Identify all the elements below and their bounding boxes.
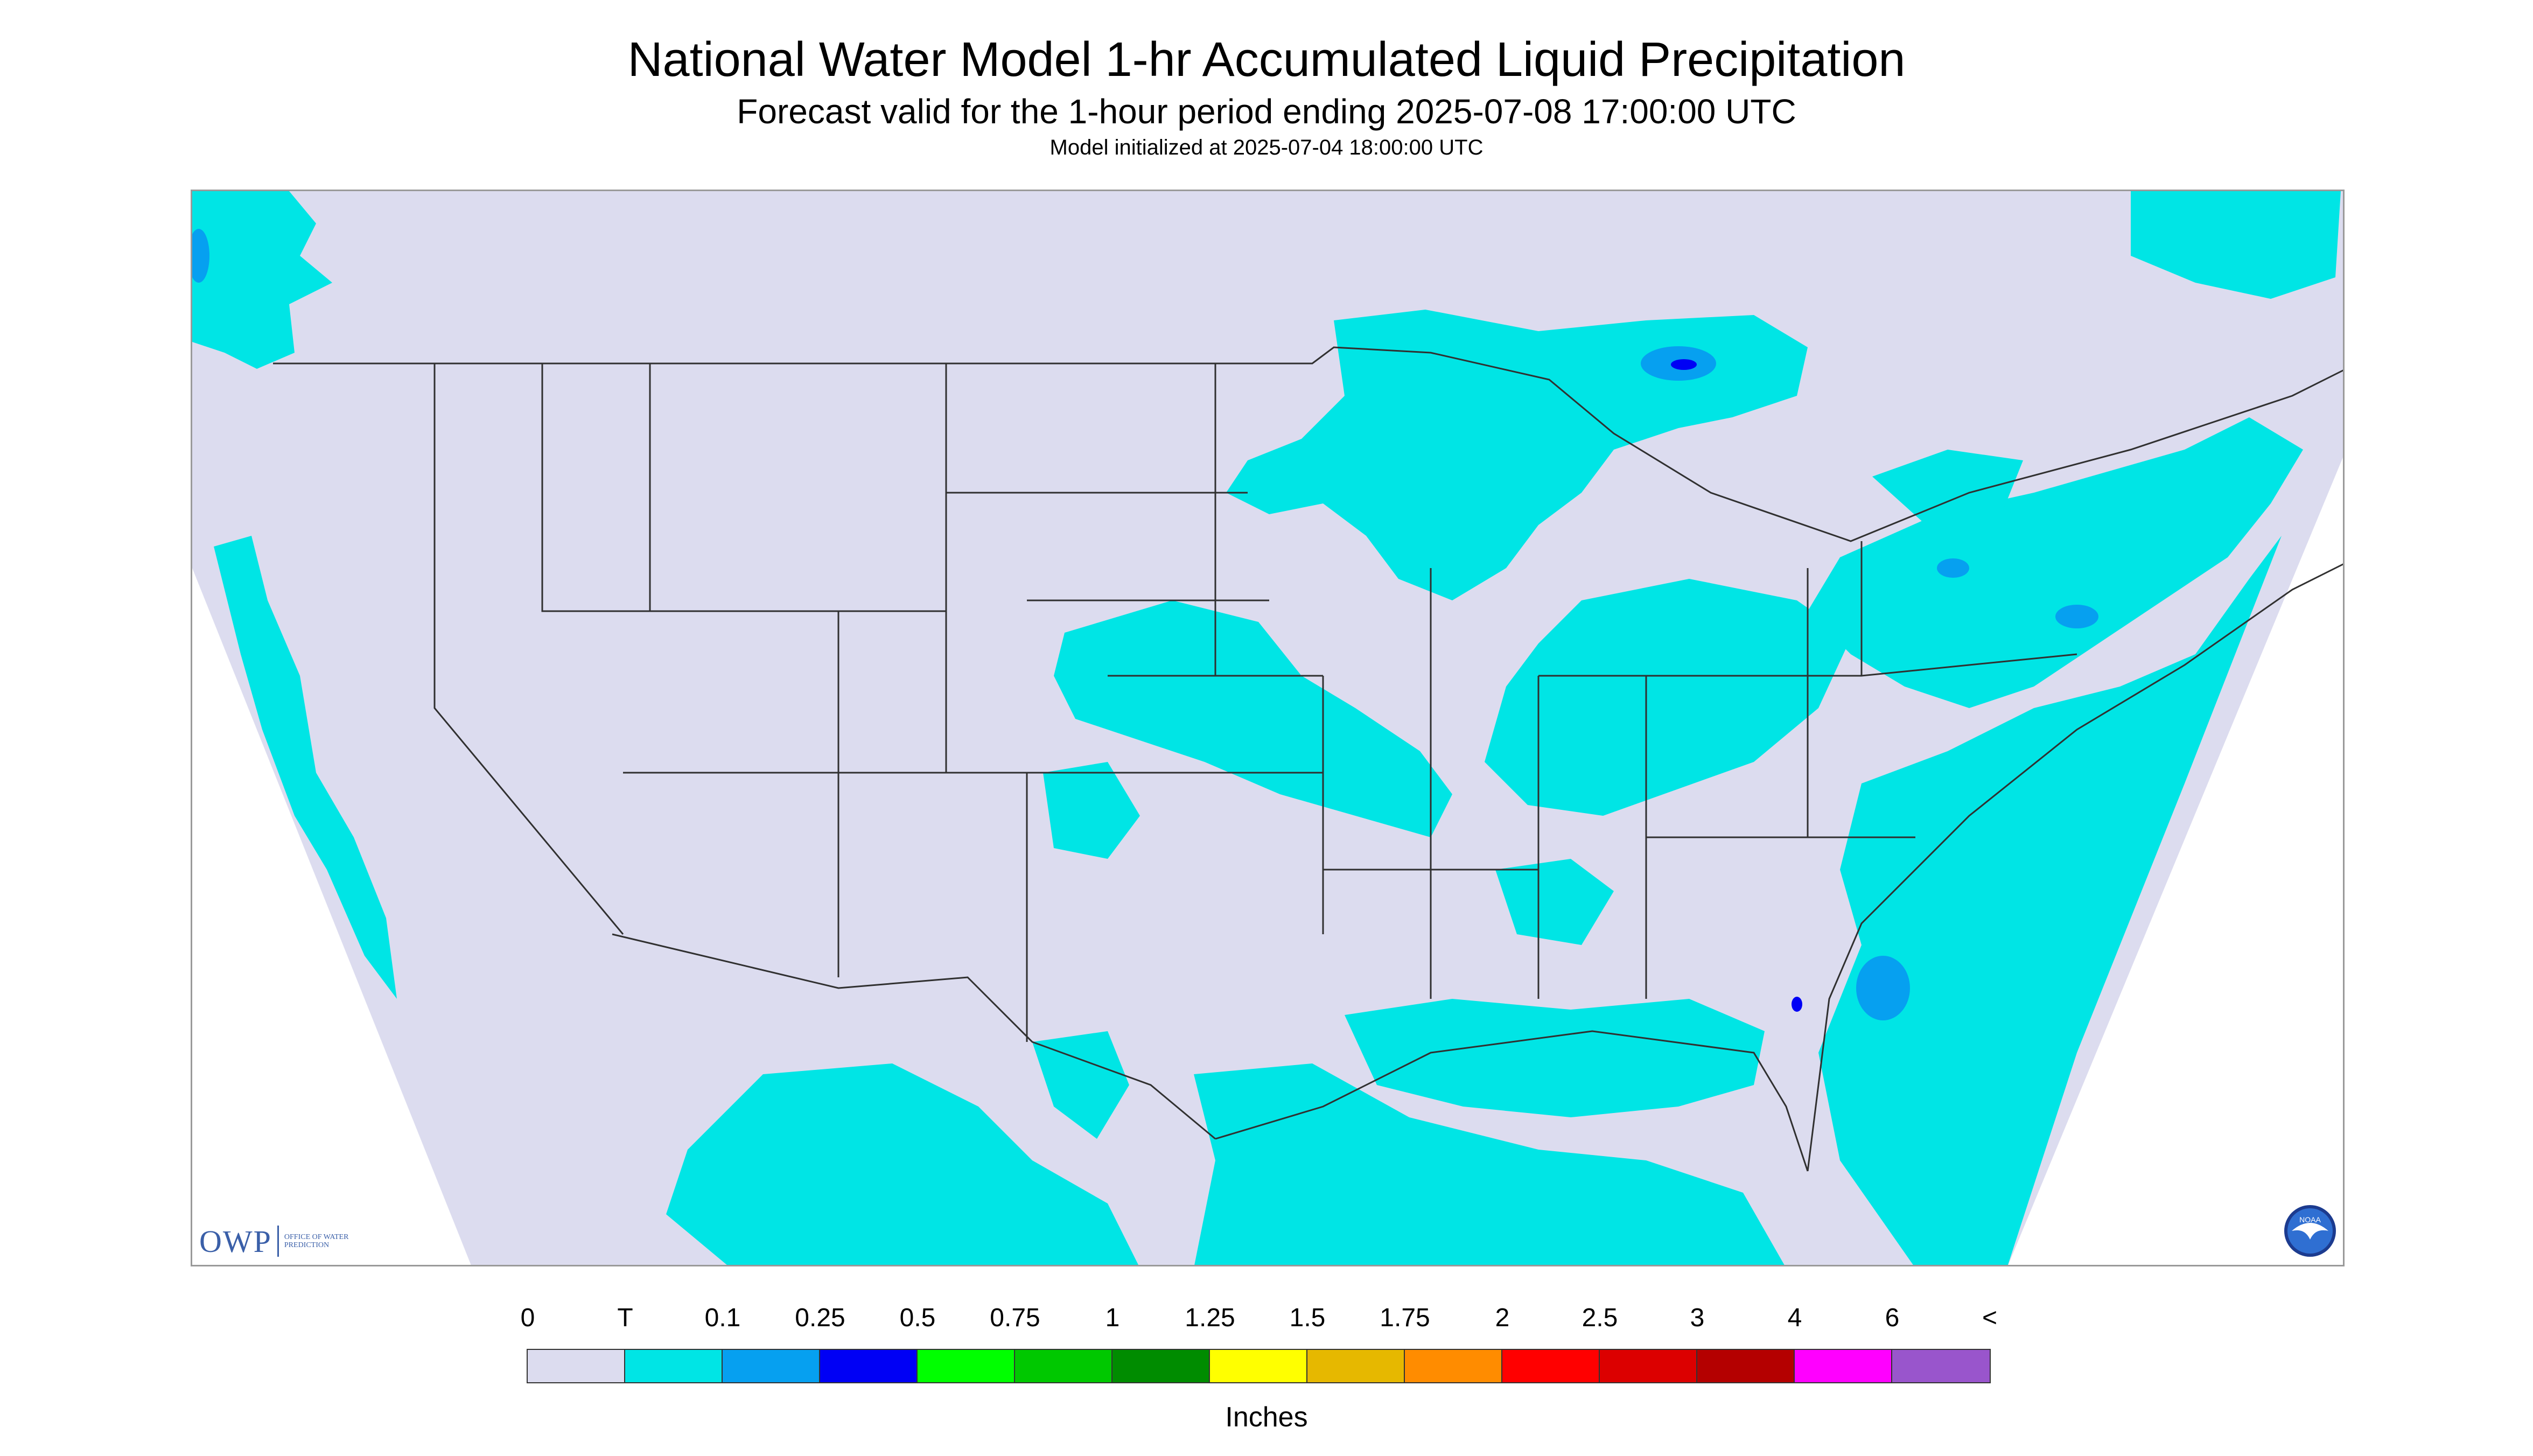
precipitation-map[interactable]: [191, 190, 2345, 1266]
legend-tick-label: <: [1982, 1304, 1998, 1332]
noaa-logo-text: NOAA: [2299, 1215, 2321, 1224]
legend-tick-label: 1: [1105, 1304, 1120, 1332]
noaa-logo-gull: [2292, 1223, 2328, 1240]
legend-units-label: Inches: [1225, 1402, 1308, 1433]
coastline-atlantic: [1807, 563, 2343, 1172]
precip-spot-pacific-nw: [192, 229, 209, 283]
precip-spot-atlantic: [1856, 956, 1910, 1020]
precip-area-west-coast: [214, 536, 397, 999]
moderate-precip-areas: [192, 229, 2098, 1020]
legend-swatch: [625, 1350, 723, 1382]
legend-tick-label: 1.25: [1185, 1304, 1235, 1332]
legend-tick-label: 0.5: [899, 1304, 936, 1332]
precip-spot-ohio: [1937, 558, 1969, 578]
legend-tick-label: 0.75: [990, 1304, 1040, 1332]
precip-area-gulf: [1345, 999, 1765, 1117]
border-us-mexico: [612, 933, 1216, 1140]
owp-logo-divider: [277, 1226, 279, 1257]
legend-tick-label: 1.5: [1289, 1304, 1326, 1332]
precip-area-atlantic: [1818, 536, 2282, 1265]
legend-tick-label: 2.5: [1582, 1304, 1618, 1332]
legend-swatch: [1405, 1350, 1502, 1382]
legend-tick-label: 2: [1495, 1304, 1510, 1332]
legend-tick-label: 0.1: [704, 1304, 741, 1332]
map-title: National Water Model 1-hr Accumulated Li…: [627, 33, 1906, 87]
model-init-label: Model initialized at 2025-07-04 18:00:00…: [1049, 136, 1484, 159]
border-state-west-1: [433, 363, 624, 935]
legend-swatch: [1697, 1350, 1795, 1382]
noaa-logo-icon: NOAA: [2284, 1205, 2336, 1257]
legend-tick-label: 0: [520, 1304, 535, 1332]
legend-tick-label: 0.25: [795, 1304, 845, 1332]
legend-swatch: [1015, 1350, 1112, 1382]
legend-swatch: [820, 1350, 918, 1382]
legend-color-bar: [527, 1349, 1991, 1383]
legend-tick-label: 3: [1690, 1304, 1705, 1332]
trace-precip-areas: [192, 191, 2341, 1265]
legend-swatch: [1210, 1350, 1307, 1382]
precip-spot-superior-core: [1671, 359, 1697, 370]
precip-area-pacific-nw: [192, 191, 332, 369]
legend-tick-labels: 0 T 0.1 0.25 0.5 0.75 1 1.25 1.5 1.75 2 2.5 3 4 6 <: [0, 1303, 2533, 1335]
precip-area-ohio-valley: [1485, 579, 1851, 816]
precip-area-central-plains: [1054, 600, 1452, 837]
precip-area-northeast: [1808, 417, 2303, 708]
map-subtitle: Forecast valid for the 1-hour period end…: [737, 92, 1796, 131]
precip-area-great-lakes: [1226, 310, 1808, 600]
owp-logo-text: OWP: [199, 1223, 272, 1259]
owp-logo: OWP OFFICE OF WATER PREDICTION: [199, 1223, 349, 1259]
legend-swatch: [723, 1350, 820, 1382]
precip-spot-atlantic-core: [1792, 997, 1802, 1012]
legend-tick-label: 1.75: [1380, 1304, 1430, 1332]
border-state-northeast: [1860, 541, 2077, 677]
precip-area-southwest: [1043, 762, 1140, 859]
legend-swatch: [1112, 1350, 1210, 1382]
map-canvas: [192, 191, 2343, 1265]
projection-edge-left: [192, 191, 471, 1265]
legend-swatch: [528, 1350, 625, 1382]
legend-swatch: [1307, 1350, 1405, 1382]
legend-swatch: [1502, 1350, 1600, 1382]
precip-area-south-texas: [1194, 1063, 1785, 1265]
legend-swatch: [1600, 1350, 1697, 1382]
legend-swatch: [918, 1350, 1015, 1382]
owp-logo-subtext: OFFICE OF WATER PREDICTION: [284, 1233, 349, 1249]
precip-area-mexico-west: [666, 1063, 1138, 1265]
border-us-canada: [273, 346, 2343, 542]
heavy-precip-areas: [1671, 359, 1802, 1012]
precip-area-mexico-central: [1032, 1031, 1129, 1139]
precip-spot-new-york: [2055, 605, 2098, 628]
precip-area-southeast: [1495, 859, 1614, 945]
coastline-gulf: [1215, 1030, 1809, 1172]
precip-area-canada-east: [2131, 191, 2341, 299]
legend-tick-label: T: [617, 1304, 633, 1332]
legend-tick-label: 6: [1885, 1304, 1900, 1332]
political-borders: [273, 346, 2343, 1172]
legend-swatch: [1795, 1350, 1892, 1382]
legend-tick-label: 4: [1787, 1304, 1802, 1332]
legend-swatch: [1892, 1350, 1990, 1382]
border-state-west-2: [541, 363, 946, 612]
precip-area-canada-central: [1872, 450, 2023, 525]
